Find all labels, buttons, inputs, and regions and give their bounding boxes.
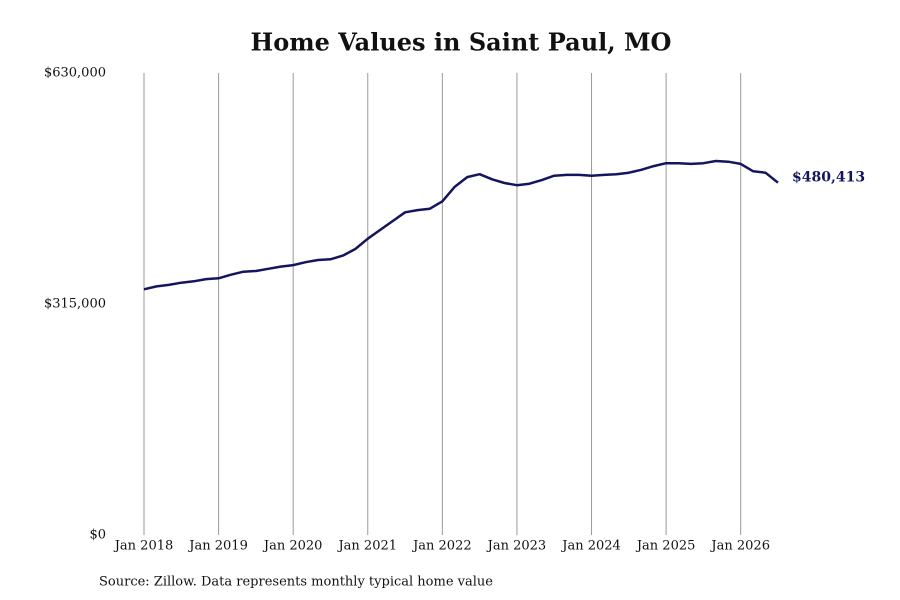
x-tick-label: Jan 2020 bbox=[262, 539, 323, 554]
x-tick-label: Jan 2023 bbox=[486, 539, 547, 554]
y-tick-label: $0 bbox=[89, 528, 106, 543]
x-tick-label: Jan 2024 bbox=[560, 539, 621, 554]
chart-title: Home Values in Saint Paul, MO bbox=[251, 28, 672, 57]
series-line bbox=[143, 159, 779, 291]
x-tick-label: Jan 2022 bbox=[411, 539, 472, 554]
end-value-label: $480,413 bbox=[792, 170, 865, 186]
x-tick-label: Jan 2021 bbox=[336, 539, 397, 554]
x-tick-label: Jan 2018 bbox=[113, 539, 174, 554]
x-tick-label: Jan 2026 bbox=[709, 539, 770, 554]
y-tick-label: $630,000 bbox=[44, 66, 106, 81]
source-note: Source: Zillow. Data represents monthly … bbox=[99, 575, 493, 590]
x-tick-label: Jan 2019 bbox=[187, 539, 248, 554]
x-tick-label: Jan 2025 bbox=[635, 539, 696, 554]
y-tick-label: $315,000 bbox=[44, 297, 106, 312]
